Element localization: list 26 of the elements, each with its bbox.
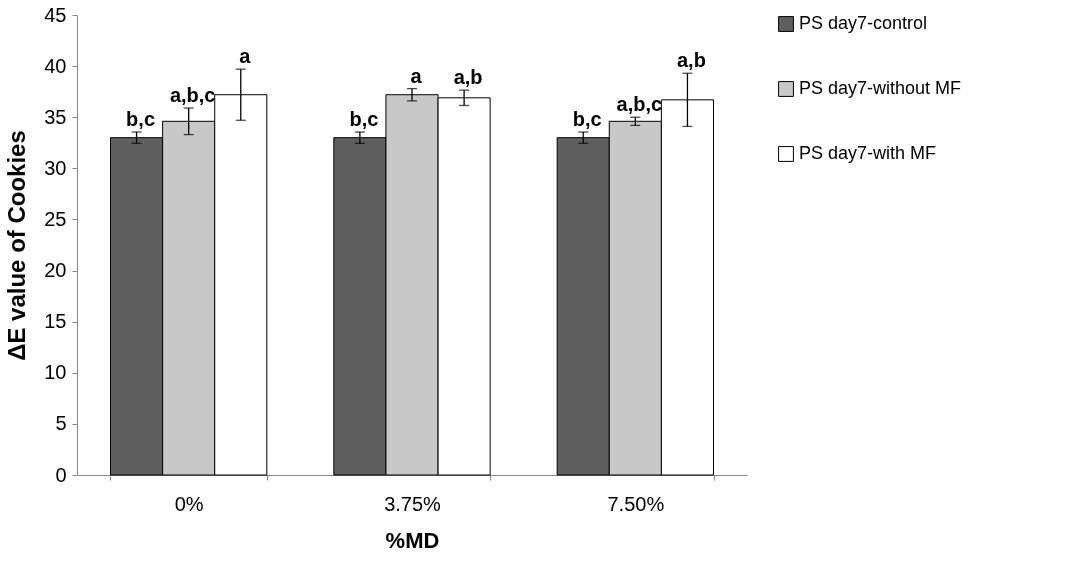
data-label: a,b,c — [169, 84, 216, 107]
legend-label: PS day7-without MF — [799, 78, 962, 98]
x-axis-title: %MD — [385, 527, 440, 553]
y-tick-label: 25 — [44, 207, 67, 230]
data-label: a — [239, 45, 252, 68]
data-label: b,c — [126, 108, 156, 131]
data-label: a,b — [453, 66, 483, 89]
y-tick-label: 35 — [44, 105, 67, 128]
legend-label: PS day7-with MF — [799, 143, 937, 163]
data-label: b,c — [349, 108, 379, 131]
legend-label: PS day7-control — [799, 13, 928, 33]
y-tick-label: 30 — [44, 156, 67, 179]
y-tick-label: 20 — [44, 259, 67, 282]
x-tick-label: 0% — [174, 492, 204, 515]
y-tick-label: 0 — [55, 463, 67, 486]
data-label: a — [410, 64, 423, 87]
y-tick-label: 45 — [44, 3, 67, 26]
y-tick-label: 40 — [44, 54, 67, 77]
x-tick-label: 3.75% — [384, 492, 442, 515]
x-tick-label: 7.50% — [607, 492, 665, 515]
data-label: a,b — [676, 49, 706, 72]
y-tick-label: 10 — [44, 361, 67, 384]
y-tick-label: 5 — [55, 412, 67, 435]
data-label: b,c — [572, 108, 602, 131]
y-axis-title: ΔE value of Cookies — [3, 130, 31, 361]
y-tick-label: 15 — [44, 310, 67, 333]
